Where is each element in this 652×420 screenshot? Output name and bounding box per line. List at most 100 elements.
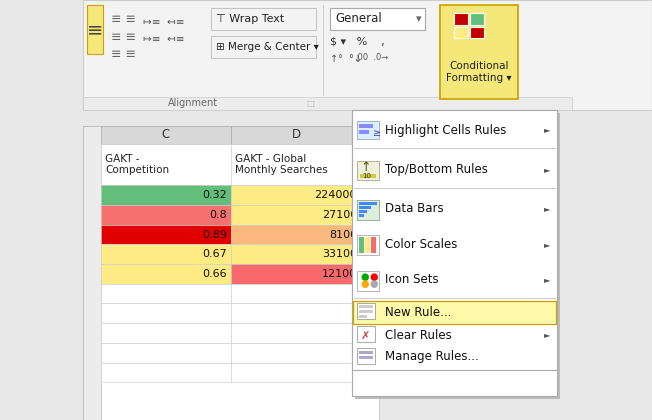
Bar bbox=[357, 160, 379, 180]
Text: 0.32: 0.32 bbox=[202, 190, 227, 200]
Text: ►: ► bbox=[544, 205, 550, 213]
Bar bbox=[470, 13, 484, 25]
Text: 12100: 12100 bbox=[322, 269, 357, 279]
Bar bbox=[352, 110, 557, 370]
Bar bbox=[359, 202, 377, 205]
Bar bbox=[231, 284, 361, 304]
Bar bbox=[359, 305, 373, 308]
Bar bbox=[359, 214, 364, 217]
Text: New Rule...: New Rule... bbox=[385, 306, 451, 319]
Bar bbox=[360, 174, 376, 178]
Bar bbox=[357, 348, 375, 364]
Text: ≥: ≥ bbox=[373, 128, 381, 138]
Bar bbox=[359, 351, 373, 354]
Bar bbox=[355, 113, 560, 399]
Text: 224000: 224000 bbox=[315, 190, 357, 200]
Bar bbox=[357, 200, 379, 220]
Text: ⊞ Merge & Center ▾: ⊞ Merge & Center ▾ bbox=[216, 42, 319, 52]
Bar bbox=[211, 8, 316, 29]
Bar bbox=[359, 210, 367, 213]
Bar bbox=[101, 304, 231, 323]
Bar bbox=[231, 264, 361, 284]
Text: ≡ ≡: ≡ ≡ bbox=[111, 31, 136, 44]
Bar bbox=[357, 304, 375, 319]
Text: ▾: ▾ bbox=[416, 14, 422, 24]
Text: Highlight Cells Rules: Highlight Cells Rules bbox=[385, 123, 507, 136]
Bar bbox=[83, 126, 379, 420]
Bar bbox=[101, 343, 231, 362]
Bar bbox=[355, 113, 560, 373]
Bar bbox=[323, 5, 324, 96]
Text: Clear Rules: Clear Rules bbox=[385, 328, 452, 341]
Text: ►: ► bbox=[544, 126, 550, 134]
Bar bbox=[357, 121, 379, 139]
Bar bbox=[83, 0, 652, 110]
Text: ✗: ✗ bbox=[361, 331, 370, 341]
Text: ●: ● bbox=[369, 279, 378, 289]
Text: ●: ● bbox=[360, 279, 368, 289]
Bar bbox=[101, 244, 231, 264]
Bar bbox=[231, 244, 361, 264]
Bar bbox=[231, 205, 361, 225]
Text: Icon Sets: Icon Sets bbox=[385, 273, 439, 286]
Text: ↦≡  ↤≡: ↦≡ ↤≡ bbox=[143, 17, 185, 27]
Bar bbox=[101, 323, 231, 343]
Bar bbox=[359, 356, 373, 359]
Text: Conditional
Formatting ▾: Conditional Formatting ▾ bbox=[446, 61, 512, 83]
Bar bbox=[454, 26, 468, 38]
Bar bbox=[101, 362, 231, 382]
Text: ⬚: ⬚ bbox=[306, 99, 314, 108]
Bar bbox=[87, 5, 103, 54]
Text: ≡: ≡ bbox=[87, 20, 103, 39]
Bar bbox=[231, 343, 361, 362]
Text: Color Scales: Color Scales bbox=[385, 238, 457, 251]
Bar bbox=[359, 237, 364, 253]
Bar bbox=[330, 8, 425, 29]
Text: ≡ ≡: ≡ ≡ bbox=[111, 48, 136, 61]
Bar bbox=[101, 126, 231, 144]
Bar bbox=[371, 237, 376, 253]
Bar bbox=[83, 97, 572, 110]
Text: ↦≡  ↤≡: ↦≡ ↤≡ bbox=[143, 34, 185, 45]
Bar bbox=[231, 323, 361, 343]
Bar bbox=[101, 205, 231, 225]
Text: ⊤ Wrap Text: ⊤ Wrap Text bbox=[216, 14, 284, 24]
Text: 0.66: 0.66 bbox=[202, 269, 227, 279]
Text: ●: ● bbox=[369, 272, 378, 282]
Bar bbox=[231, 362, 361, 382]
Bar bbox=[440, 5, 518, 99]
Bar bbox=[83, 126, 101, 420]
Bar bbox=[211, 37, 316, 58]
Bar bbox=[352, 110, 557, 396]
Bar bbox=[357, 326, 375, 342]
Text: ↑: ↑ bbox=[360, 161, 370, 174]
Text: ►: ► bbox=[544, 276, 550, 284]
Text: 0.89: 0.89 bbox=[202, 229, 227, 239]
Text: .00  .0→: .00 .0→ bbox=[355, 52, 388, 62]
Bar bbox=[101, 144, 231, 185]
Text: C: C bbox=[162, 129, 170, 142]
Text: 0.8: 0.8 bbox=[209, 210, 227, 220]
Text: ≡ ≡: ≡ ≡ bbox=[111, 13, 136, 26]
Text: D: D bbox=[291, 129, 301, 142]
Bar bbox=[231, 126, 361, 144]
Text: Top/Bottom Rules: Top/Bottom Rules bbox=[385, 163, 488, 176]
Bar bbox=[359, 206, 371, 209]
Bar bbox=[357, 271, 379, 291]
Text: GAKT -
Competition: GAKT - Competition bbox=[105, 154, 169, 176]
Bar bbox=[454, 13, 468, 25]
Text: GAKT - Global
Monthly Searches: GAKT - Global Monthly Searches bbox=[235, 154, 328, 176]
Bar bbox=[365, 237, 370, 253]
Text: 0.67: 0.67 bbox=[202, 249, 227, 259]
Bar bbox=[359, 310, 373, 313]
Text: 10: 10 bbox=[363, 173, 372, 179]
Text: ►: ► bbox=[544, 165, 550, 174]
Bar bbox=[231, 304, 361, 323]
Text: ↑°  °↓: ↑° °↓ bbox=[330, 54, 362, 64]
Text: General: General bbox=[335, 12, 382, 25]
Bar bbox=[359, 124, 373, 128]
Text: ●: ● bbox=[360, 272, 368, 282]
Text: Manage Rules...: Manage Rules... bbox=[385, 350, 479, 363]
Text: $ ▾   %    ,: $ ▾ % , bbox=[330, 37, 385, 46]
Bar bbox=[353, 301, 556, 324]
